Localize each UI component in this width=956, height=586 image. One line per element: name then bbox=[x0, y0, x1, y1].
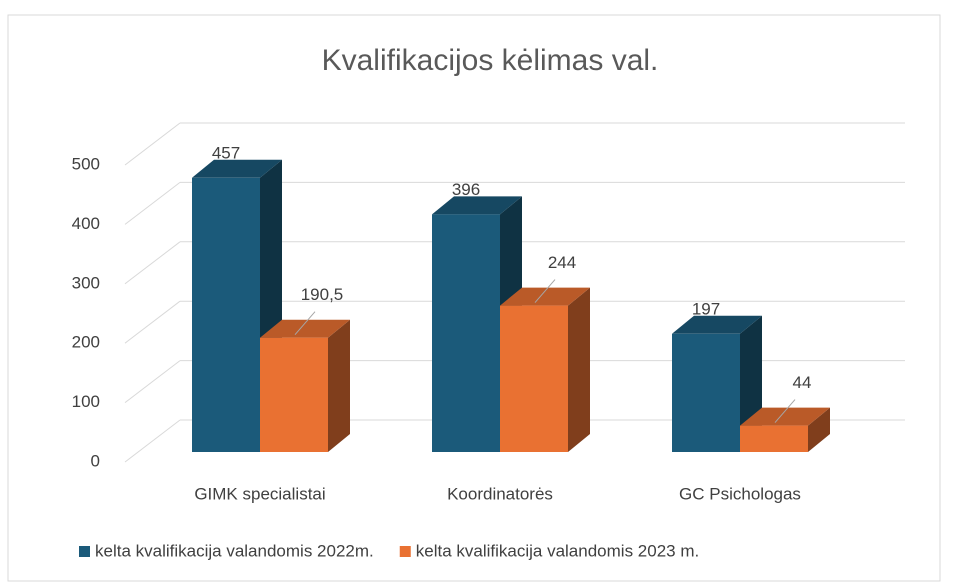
x-tick-label: GC Psichologas bbox=[679, 484, 801, 503]
series bbox=[260, 287, 830, 452]
x-tick-label: GIMK specialistai bbox=[194, 484, 325, 503]
legend-label: kelta kvalifikacija valandomis 2023 m. bbox=[416, 541, 699, 560]
y-tick-label: 200 bbox=[72, 333, 100, 352]
bar-front bbox=[740, 425, 808, 452]
y-tick-label: 500 bbox=[72, 154, 100, 173]
grid-floor-edge bbox=[124, 360, 181, 403]
data-label: 396 bbox=[452, 180, 480, 199]
grid-floor-edge bbox=[124, 419, 181, 463]
data-label: 244 bbox=[548, 253, 576, 272]
bar-front bbox=[192, 177, 260, 453]
bar-side bbox=[568, 287, 590, 452]
grid-floor-edge bbox=[124, 122, 181, 166]
bar-front bbox=[432, 214, 500, 452]
bar bbox=[740, 407, 830, 452]
data-label: 44 bbox=[793, 373, 812, 392]
bar-top bbox=[192, 159, 282, 178]
bar-side bbox=[328, 319, 350, 452]
legend-swatch bbox=[79, 546, 90, 557]
y-tick-label: 0 bbox=[91, 451, 100, 470]
data-label: 457 bbox=[212, 143, 240, 162]
data-label: 197 bbox=[692, 299, 720, 318]
chart-title: Kvalifikacijos kėlimas val. bbox=[322, 44, 659, 77]
grid-line bbox=[124, 122, 905, 166]
grid-floor-edge bbox=[124, 182, 181, 225]
bar-front bbox=[500, 305, 568, 452]
bar-front bbox=[260, 337, 328, 452]
bar-top bbox=[740, 407, 830, 426]
x-tick-label: Koordinatorės bbox=[447, 484, 553, 503]
bar-top bbox=[672, 315, 762, 334]
y-tick-label: 100 bbox=[72, 392, 100, 411]
bar-top bbox=[260, 319, 350, 338]
bar bbox=[260, 319, 350, 452]
grid-floor-edge bbox=[124, 241, 181, 285]
bar bbox=[500, 287, 590, 452]
leader-line bbox=[774, 399, 796, 423]
y-tick-label: 400 bbox=[72, 214, 100, 233]
grid-line bbox=[124, 241, 905, 285]
leader-line bbox=[294, 311, 316, 336]
data-label: 190,5 bbox=[301, 285, 344, 304]
legend-swatch bbox=[399, 546, 411, 557]
bar-front bbox=[672, 333, 740, 452]
grid-floor-edge bbox=[124, 300, 181, 344]
grid-line bbox=[124, 181, 905, 225]
bar-top bbox=[432, 196, 522, 215]
bar-side bbox=[808, 407, 830, 452]
legend-label: kelta kvalifikacija valandomis 2022m. bbox=[95, 541, 374, 560]
bar-top bbox=[500, 287, 590, 306]
leader-line bbox=[534, 279, 556, 303]
y-tick-label: 300 bbox=[72, 273, 100, 292]
